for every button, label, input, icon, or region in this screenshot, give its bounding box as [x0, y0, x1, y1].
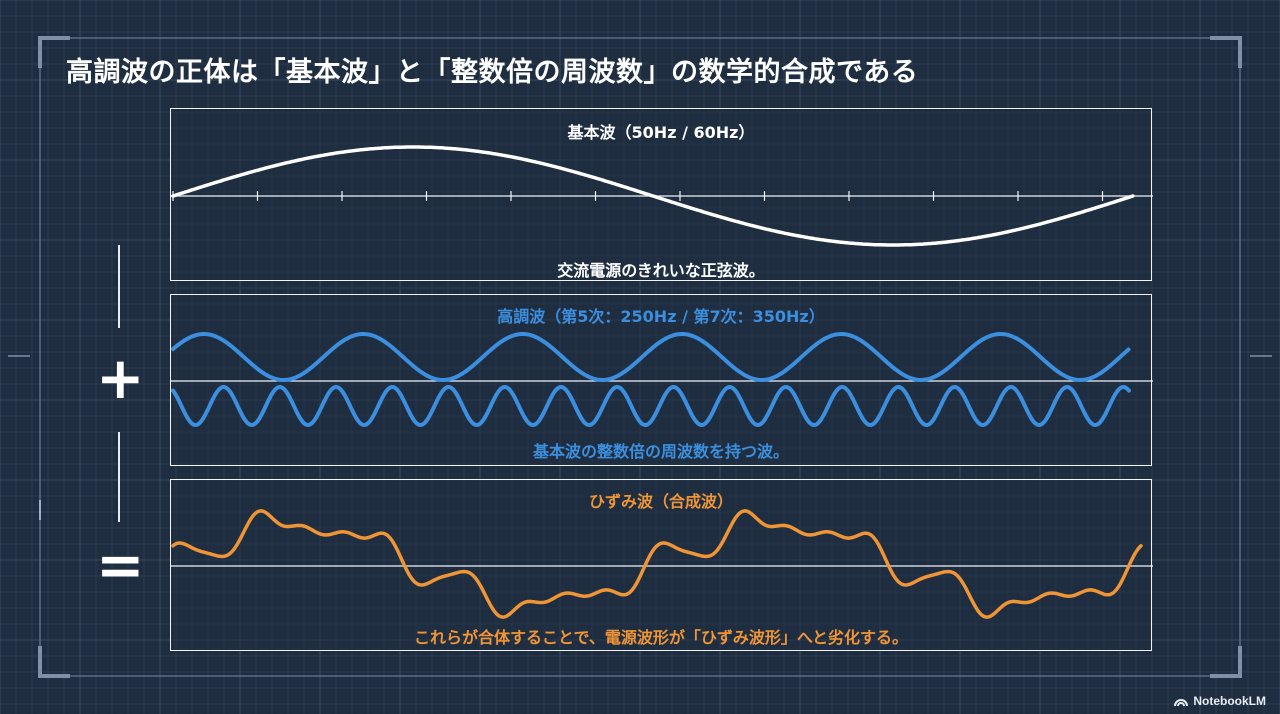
- harmonics-wave-plot: [171, 332, 1153, 428]
- fifth-harmonic-wave: [171, 332, 1131, 382]
- page-title: 高調波の正体は「基本波」と「整数倍の周波数」の数学的合成である: [66, 57, 919, 88]
- harmonics-caption: 基本波の整数倍の周波数を持つ波。: [532, 442, 789, 461]
- plus-operator: +: [96, 344, 145, 412]
- notebooklm-watermark: NotebookLM: [1174, 694, 1266, 708]
- seventh-harmonic-wave: [171, 384, 1131, 428]
- distorted-wave-heading: ひずみ波（合成波）: [588, 492, 733, 511]
- distorted-wave-panel: ひずみ波（合成波） これらが合体することで、電源波形が「ひずみ波形」へと劣化する…: [170, 479, 1153, 651]
- fundamental-wave-plot: [171, 145, 1153, 247]
- fundamental-sine-wave: [171, 145, 1135, 247]
- frame-corner: [1210, 36, 1242, 68]
- fundamental-wave-caption: 交流電源のきれいな正弦波。: [557, 261, 765, 280]
- fundamental-wave-panel: 基本波（50Hz / 60Hz） 交流電源のきれいな正弦波。: [170, 108, 1153, 281]
- frame-corner: [1210, 646, 1242, 678]
- distorted-wave-caption: これらが合体することで、電源波形が「ひずみ波形」へと劣化する。: [413, 628, 909, 647]
- frame-corner: [38, 36, 70, 68]
- notebooklm-logo-icon: [1174, 698, 1189, 706]
- distorted-wave-plot: [171, 509, 1153, 619]
- equals-operator: =: [96, 531, 145, 599]
- outer-frame: [39, 37, 1241, 677]
- harmonics-panel: 高調波（第5次：250Hz / 第7次：350Hz） 基本波の整数倍の周波数を持…: [170, 294, 1153, 466]
- harmonics-heading: 高調波（第5次：250Hz / 第7次：350Hz）: [497, 307, 825, 326]
- fundamental-wave-heading: 基本波（50Hz / 60Hz）: [567, 123, 755, 142]
- distorted-composite-wave: [171, 509, 1143, 619]
- frame-corner: [38, 646, 70, 678]
- watermark-label: NotebookLM: [1193, 694, 1266, 708]
